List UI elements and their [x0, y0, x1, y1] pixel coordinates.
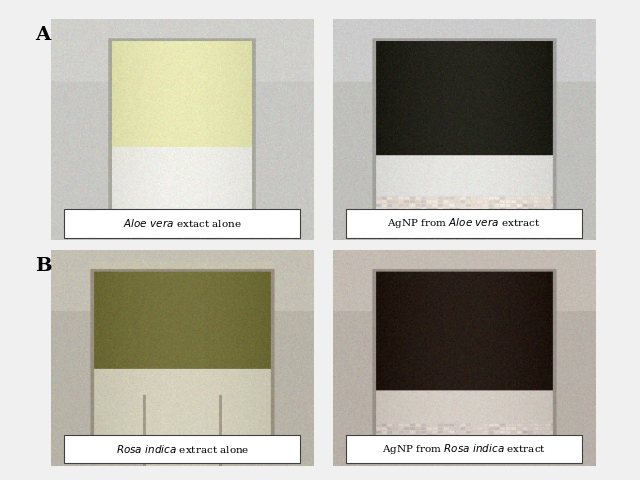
Bar	[346, 209, 582, 238]
Bar	[346, 435, 582, 464]
Text: $\it{Rosa\ indica}$ extract alone: $\it{Rosa\ indica}$ extract alone	[116, 444, 249, 456]
Text: B: B	[35, 257, 52, 275]
Text: A: A	[35, 26, 51, 45]
Text: $\it{Aloe\ vera}$ extact alone: $\it{Aloe\ vera}$ extact alone	[123, 217, 242, 229]
Bar	[65, 435, 301, 464]
Text: AgNP from $\it{Aloe\ vera}$ extract: AgNP from $\it{Aloe\ vera}$ extract	[387, 216, 541, 230]
Text: AgNP from $\it{Rosa\ indica}$ extract: AgNP from $\it{Rosa\ indica}$ extract	[382, 443, 546, 456]
Bar	[65, 209, 301, 238]
